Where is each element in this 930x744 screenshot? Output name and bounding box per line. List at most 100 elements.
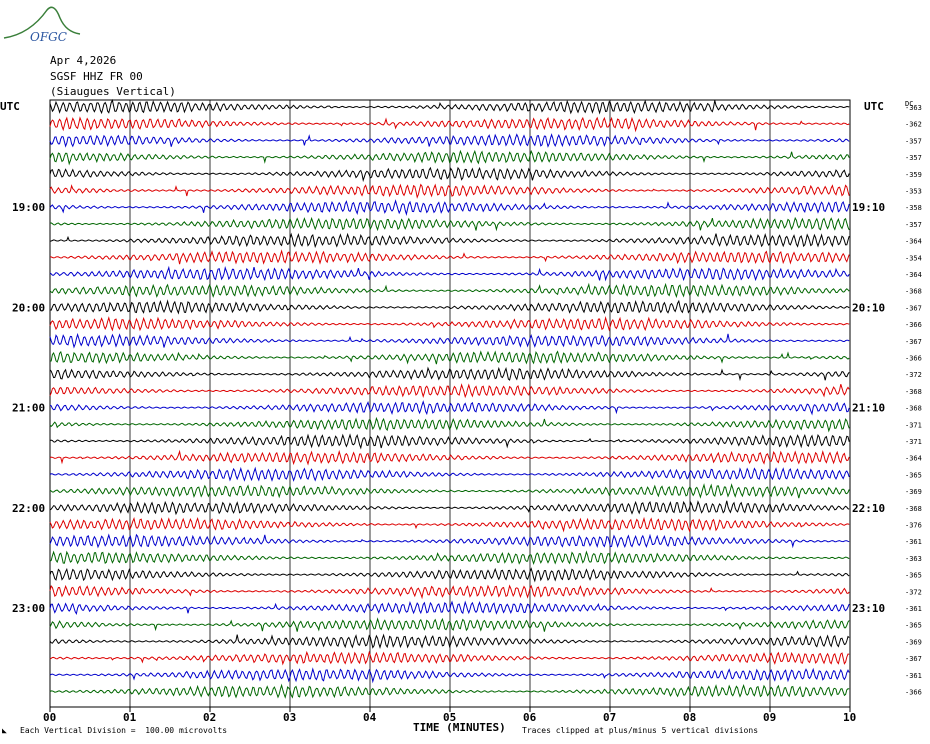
footer-clip-note: Traces clipped at plus/minus 5 vertical … [522,726,759,735]
dc-offset-label: -371 [905,438,922,446]
trace-line [49,166,850,183]
trace-line [49,98,850,115]
trace-line [49,633,850,649]
x-tick-label: 01 [123,711,137,724]
footer-icon: ◣ [2,726,7,735]
trace-line [49,149,850,166]
dc-offset-label: -361 [905,672,922,680]
trace-line [49,116,850,133]
trace-line [49,483,850,499]
dc-offset-label: -365 [905,471,922,479]
traces [49,98,850,699]
trace-line [49,567,850,583]
trace-line [49,500,850,516]
x-tick-label: 04 [363,711,377,724]
dc-offset-label: -364 [905,238,922,246]
trace-line [49,183,850,199]
trace-line [49,133,850,148]
dc-offset-label: -361 [905,605,922,613]
dc-offset-label: -359 [905,171,922,179]
trace-line [49,449,850,466]
dc-offset-label: -366 [905,689,922,697]
trace-line [49,383,850,399]
dc-offset-label: -372 [905,371,922,379]
trace-line [49,600,850,616]
dc-offset-label: -367 [905,338,922,346]
grid [49,99,851,708]
dc-offset-label: -365 [905,572,922,580]
trace-line [49,683,850,699]
dc-offset-label: -369 [905,638,922,646]
dc-offset-label: -367 [905,304,922,312]
dc-offset-label: -357 [905,137,922,145]
dc-offset-label: -366 [905,321,922,329]
left-utc-label: UTC [0,100,20,113]
trace-line [49,433,850,450]
trace-line [49,533,850,549]
trace-line [49,332,850,349]
ofgc-logo: OFGC [3,6,81,44]
trace-line [49,550,850,566]
trace-line [49,199,850,217]
dc-offset-label: -367 [905,655,922,663]
dc-offset-label: -368 [905,505,922,513]
trace-line [49,232,850,249]
dc-offset-label: -371 [905,421,922,429]
dc-offset-label: -363 [905,104,922,112]
header-date: Apr 4,2026 [50,54,117,67]
dc-offset-label: -365 [905,622,922,630]
trace-line [49,516,850,533]
trace-line [50,249,850,265]
trace-line [49,416,850,433]
dc-offset-label: -361 [905,538,922,546]
trace-line [49,584,850,600]
trace-line [49,265,850,282]
x-tick-labels: 00 01 02 03 04 05 06 07 08 09 10 [43,707,856,724]
dc-offset-label: -357 [905,154,922,162]
dc-offset-label: -369 [905,488,922,496]
dc-offset-label: -366 [905,355,922,363]
trace-line [49,650,850,666]
x-tick-label: 03 [283,711,296,724]
dc-offset-label: -362 [905,121,922,129]
trace-line [49,617,850,632]
trace-line [49,366,850,382]
right-hour-label: 22:10 [852,502,885,515]
x-tick-label: 02 [203,711,216,724]
dc-offset-label: -354 [905,254,922,262]
dc-offset-label: -357 [905,221,922,229]
trace-line [49,466,850,482]
logo-text: OFGC [30,30,67,44]
footer-scale-note: Each Vertical Division = 100.00 microvol… [20,726,228,735]
dc-label: DC [905,100,913,108]
x-tick-label: 09 [763,711,776,724]
trace-line [49,667,850,684]
left-hour-label: 19:00 [12,201,45,214]
dc-offset-label: -364 [905,455,922,463]
header-component: (Siaugues Vertical) [50,85,176,98]
dc-offset-label: -368 [905,388,922,396]
trace-line [49,315,850,332]
dc-offset-label: -363 [905,555,922,563]
trace-line [49,299,850,315]
trace-line [49,282,850,299]
x-axis-label: TIME (MINUTES) [413,721,506,734]
left-hour-label: 23:00 [12,602,45,615]
trace-line [49,216,850,232]
dc-offset-label: -368 [905,288,922,296]
dc-offset-label: -368 [905,405,922,413]
logo-curve [3,6,81,39]
right-hour-label: 21:10 [852,402,885,415]
right-hour-label: 23:10 [852,602,885,615]
dc-offset-label: -376 [905,522,922,530]
right-hour-label: 19:10 [852,201,885,214]
x-tick-label: 05 [443,711,456,724]
trace-line [49,400,850,416]
left-hour-label: 20:00 [12,301,45,314]
left-hour-label: 21:00 [12,402,45,415]
dc-offset-label: -364 [905,271,922,279]
x-tick-label: 07 [603,711,616,724]
dc-offset-label: -358 [905,204,922,212]
right-hour-label: 20:10 [852,301,885,314]
